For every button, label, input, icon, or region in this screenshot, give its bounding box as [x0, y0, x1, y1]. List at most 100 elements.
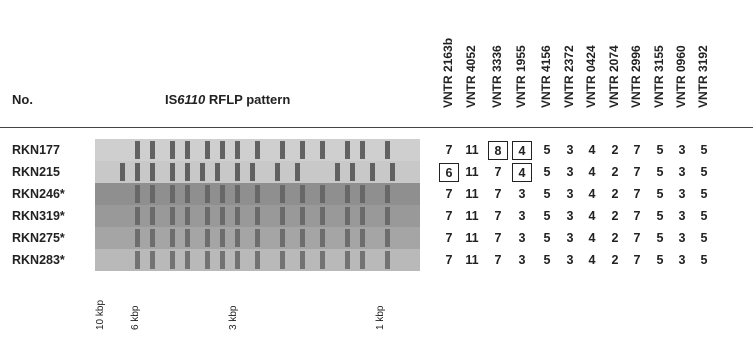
row-label: RKN283*: [12, 253, 65, 267]
column-header: VNTR 3336: [490, 45, 504, 108]
gel-band: [235, 185, 240, 203]
cell: 7: [627, 185, 647, 204]
column-header: VNTR 1955: [514, 45, 528, 108]
column-header: VNTR 2996: [629, 45, 643, 108]
gel-band: [235, 229, 240, 247]
cell: 4: [582, 251, 602, 270]
cell: 7: [488, 229, 508, 248]
column-header: VNTR 0424: [584, 45, 598, 108]
cell: 4: [582, 207, 602, 226]
gel-band: [280, 141, 285, 159]
rflp-prefix: IS: [165, 92, 177, 107]
column-header: VNTR 4156: [539, 45, 553, 108]
cell: 11: [462, 141, 482, 160]
gel-band: [300, 207, 305, 225]
column-header: VNTR 4052: [464, 45, 478, 108]
cell: 5: [694, 163, 714, 182]
cell: 7: [439, 185, 459, 204]
cell: 3: [672, 229, 692, 248]
gel-band: [150, 185, 155, 203]
cell: 4: [512, 163, 532, 182]
no-header: No.: [12, 92, 33, 107]
gel-band: [300, 185, 305, 203]
gel-band: [170, 163, 175, 181]
cell: 7: [488, 207, 508, 226]
cell: 5: [650, 251, 670, 270]
scale-label: 6 kbp: [130, 306, 141, 330]
gel-band: [345, 185, 350, 203]
cell: 4: [582, 163, 602, 182]
cell: 8: [488, 141, 508, 160]
gel-band: [150, 229, 155, 247]
rflp-italic: 6110: [177, 92, 205, 107]
gel-band: [215, 163, 220, 181]
cell: 2: [605, 229, 625, 248]
column-header: VNTR 3155: [652, 45, 666, 108]
gel-band: [335, 163, 340, 181]
row-label: RKN246*: [12, 187, 65, 201]
cell: 3: [560, 229, 580, 248]
gel-band: [300, 141, 305, 159]
cell: 5: [537, 185, 557, 204]
cell: 4: [512, 141, 532, 160]
scale-label: 1 kbp: [375, 306, 386, 330]
cell: 3: [672, 163, 692, 182]
cell: 3: [512, 185, 532, 204]
cell: 2: [605, 251, 625, 270]
cell: 7: [627, 251, 647, 270]
gel-band: [170, 141, 175, 159]
rflp-suffix: RFLP pattern: [209, 92, 290, 107]
gel-band: [150, 207, 155, 225]
scale-label: 10 kbp: [95, 300, 106, 330]
gel-band: [135, 163, 140, 181]
gel-band: [170, 207, 175, 225]
cell: 5: [537, 229, 557, 248]
cell: 5: [650, 207, 670, 226]
gel-band: [205, 229, 210, 247]
row-label: RKN215: [12, 165, 60, 179]
cell: 7: [627, 141, 647, 160]
gel-band: [135, 251, 140, 269]
gel-band: [205, 185, 210, 203]
cell: 5: [650, 185, 670, 204]
gel-band: [235, 163, 240, 181]
gel-band: [170, 251, 175, 269]
gel-band: [275, 163, 280, 181]
figure: No. IS6110 RFLP pattern VNTR 2163bVNTR 4…: [0, 0, 753, 337]
gel-band: [120, 163, 125, 181]
cell: 3: [672, 207, 692, 226]
cell: 3: [512, 251, 532, 270]
cell: 5: [650, 163, 670, 182]
gel-band: [185, 207, 190, 225]
gel-band: [280, 207, 285, 225]
cell: 5: [537, 207, 557, 226]
cell: 7: [439, 141, 459, 160]
gel-band: [320, 251, 325, 269]
cell: 11: [462, 185, 482, 204]
gel-band: [220, 229, 225, 247]
cell: 3: [560, 141, 580, 160]
gel-band: [200, 163, 205, 181]
gel-band: [280, 251, 285, 269]
header-rule: [0, 127, 753, 128]
column-header: VNTR 3192: [696, 45, 710, 108]
cell: 5: [694, 207, 714, 226]
rflp-header: IS6110 RFLP pattern: [165, 92, 290, 107]
gel-band: [345, 229, 350, 247]
scale-label: 3 kbp: [228, 306, 239, 330]
gel-band: [345, 251, 350, 269]
gel-band: [235, 141, 240, 159]
cell: 3: [560, 207, 580, 226]
cell: 5: [650, 229, 670, 248]
gel-lane: [95, 183, 420, 205]
cell: 2: [605, 207, 625, 226]
cell: 5: [537, 141, 557, 160]
cell: 5: [694, 141, 714, 160]
cell: 2: [605, 185, 625, 204]
gel-band: [300, 251, 305, 269]
cell: 5: [694, 229, 714, 248]
cell: 3: [672, 141, 692, 160]
column-header: VNTR 2372: [562, 45, 576, 108]
gel-band: [345, 141, 350, 159]
cell: 11: [462, 207, 482, 226]
